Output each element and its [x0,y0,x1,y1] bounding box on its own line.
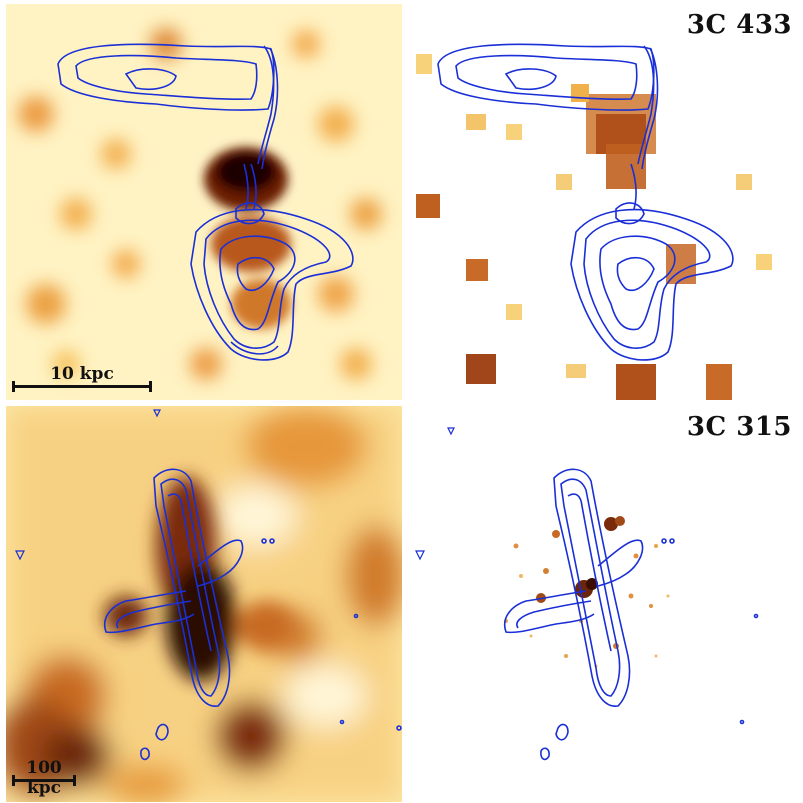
panel-3c433-smoothed: 10 kpc [6,4,402,400]
source-label-3c433: 3C 433 [686,10,792,40]
radio-contours [57,43,354,361]
panel-3c315-raw: 3C 315 [406,406,802,802]
scale-bar-tick-left [12,381,15,392]
scale-bar-tick-right [73,775,76,786]
scale-bar-label: 10 kpc [50,364,114,384]
scale-bar-tick-right [149,381,152,392]
panel-3c315-smoothed: 100 kpc [6,406,402,802]
scale-bar-3c315: 100 kpc [12,758,76,798]
pixel-emission [416,54,772,400]
panel-3c433-raw: 3C 433 [406,4,802,400]
raw-image-3c433 [406,4,802,400]
radio-contours [415,427,759,761]
scale-bar-tick-left [12,775,15,786]
raw-image-3c315 [406,406,802,802]
radio-contours [437,43,734,361]
scale-bar-3c433: 10 kpc [12,364,152,392]
scale-bar-label: 100 kpc [26,758,62,798]
scale-bar-line [12,779,76,782]
radio-contours [15,409,402,761]
smoothed-image-3c433 [6,4,402,400]
scale-bar-line [12,385,152,388]
source-label-3c315: 3C 315 [686,412,792,442]
smoothed-image-3c315 [6,406,402,802]
